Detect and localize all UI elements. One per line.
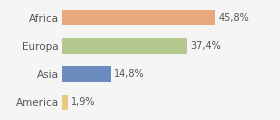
Bar	[62, 10, 216, 25]
Text: 14,8%: 14,8%	[114, 69, 145, 79]
Text: 1,9%: 1,9%	[71, 97, 95, 107]
Bar	[62, 38, 187, 54]
Text: 45,8%: 45,8%	[218, 13, 249, 23]
Text: 37,4%: 37,4%	[190, 41, 221, 51]
Bar	[62, 95, 68, 110]
Bar	[62, 66, 111, 82]
